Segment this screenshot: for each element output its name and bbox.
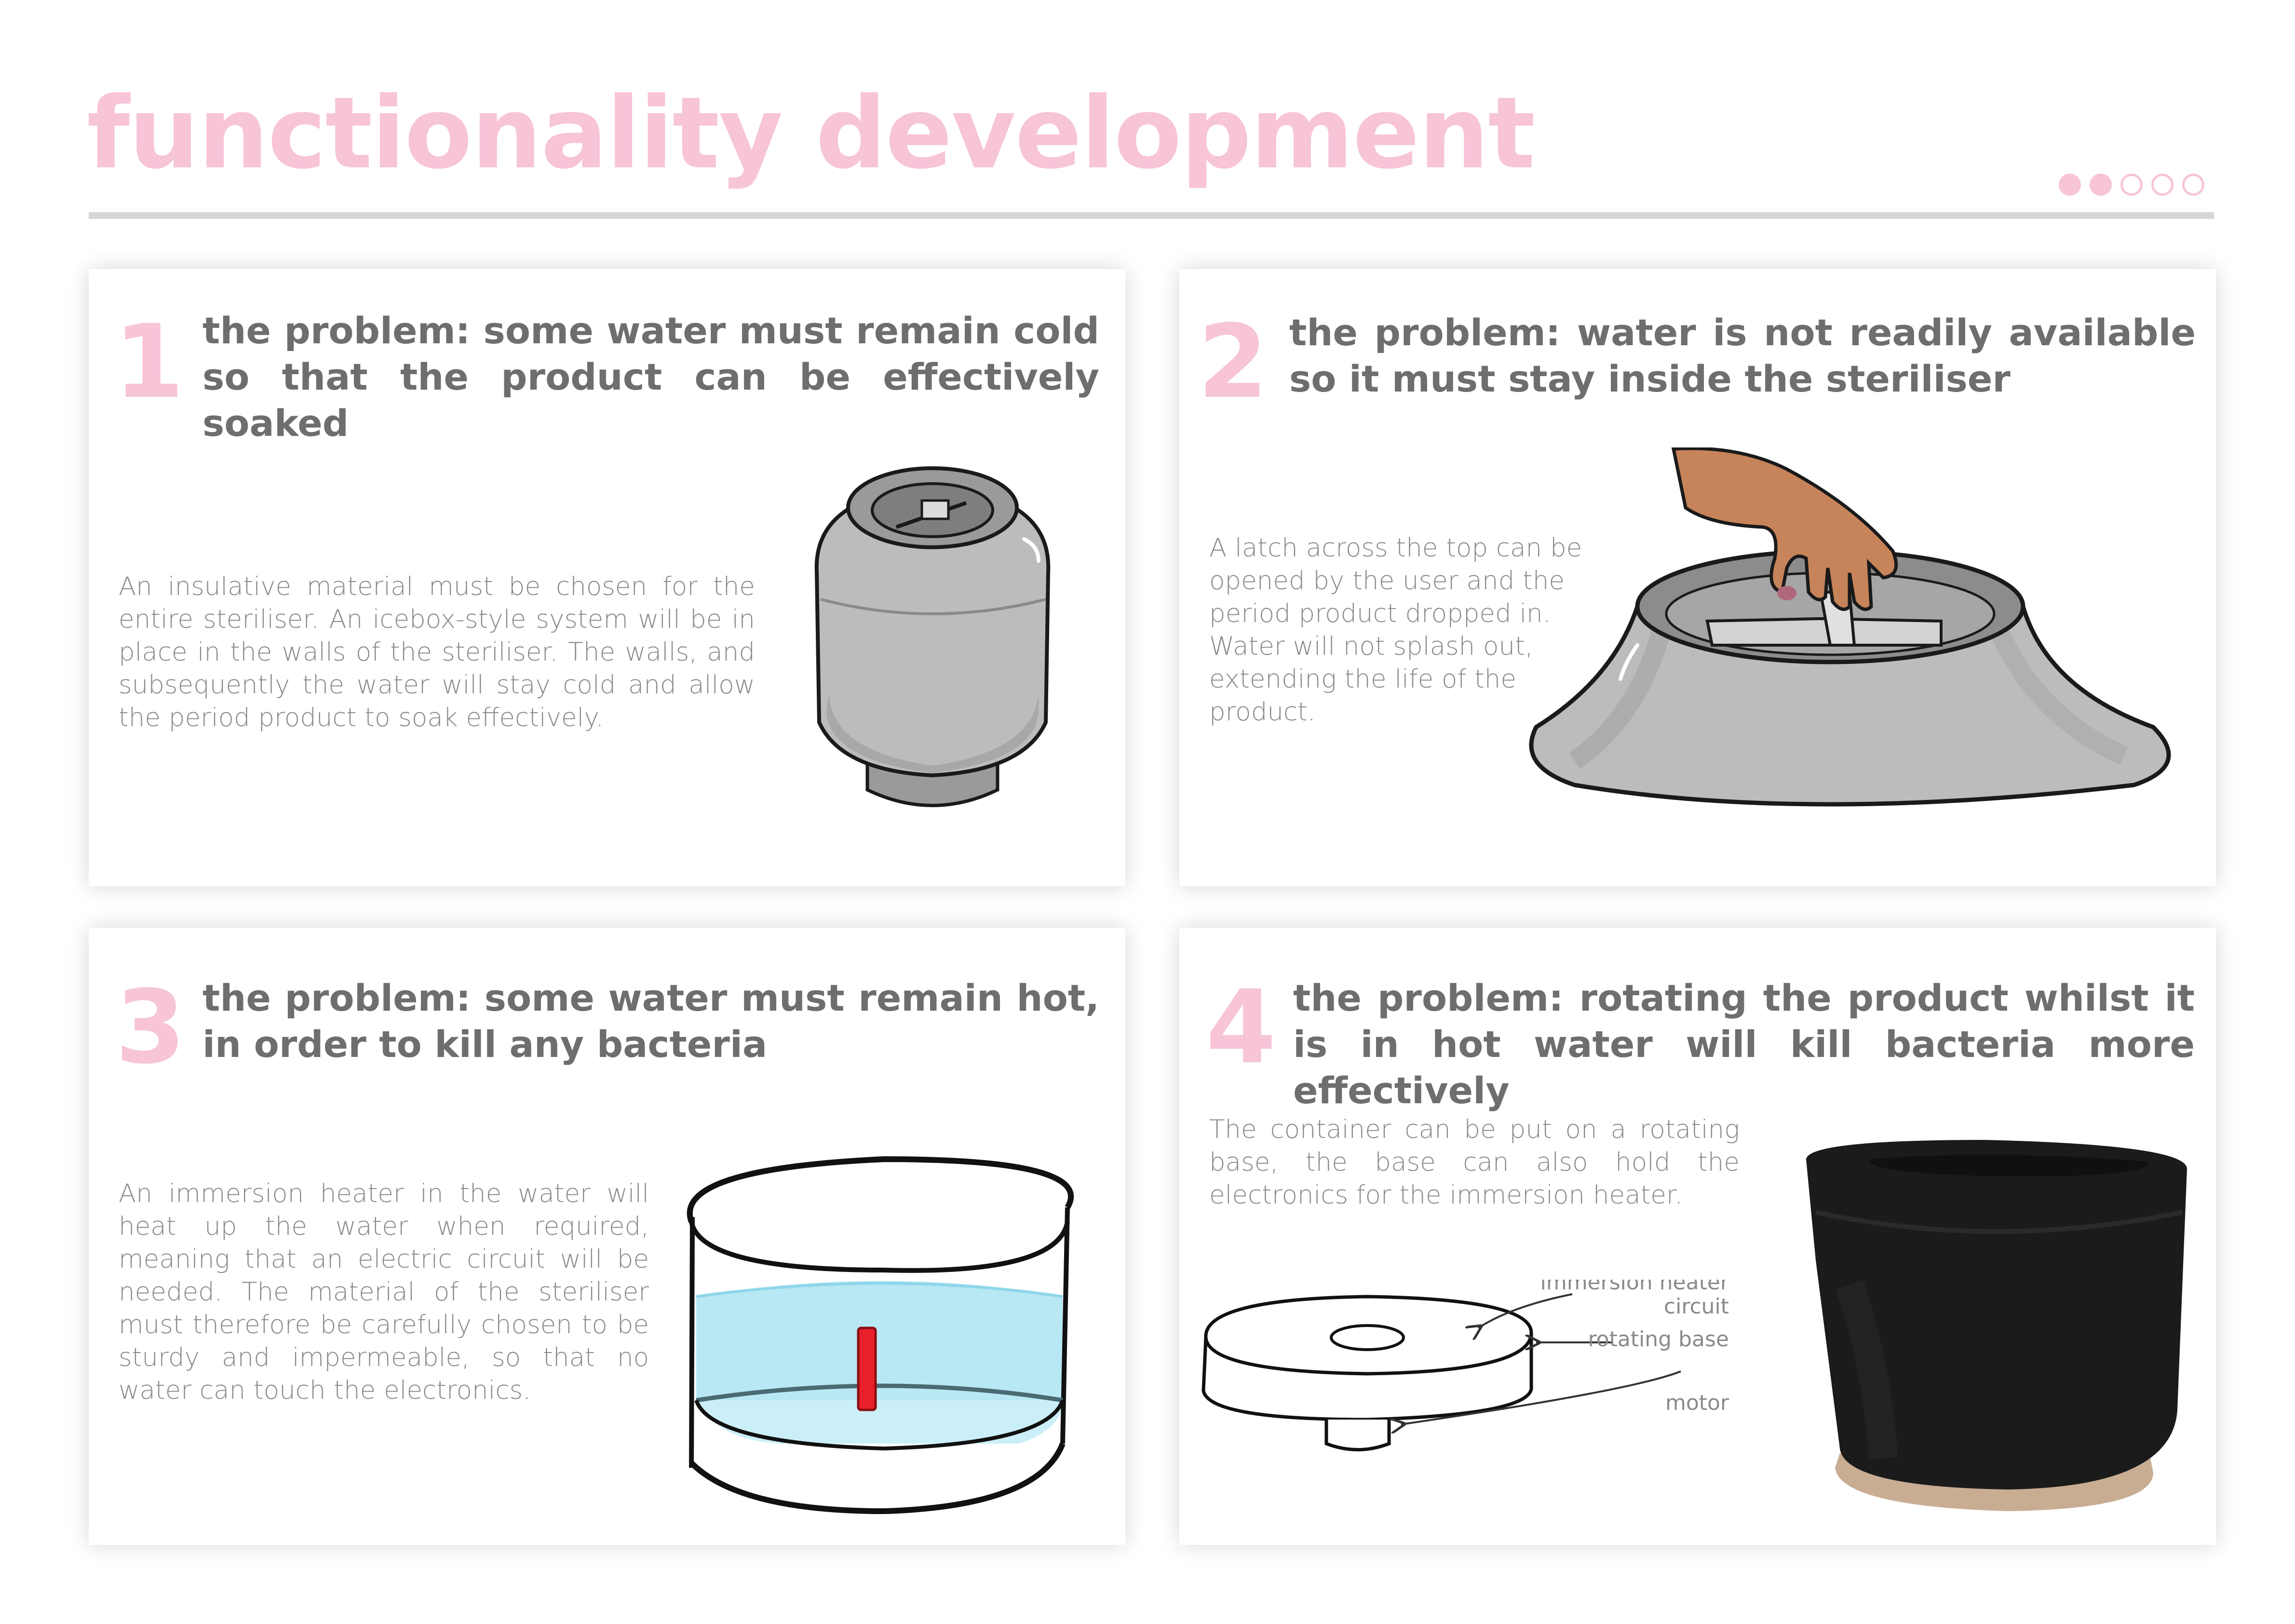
card-heading: the problem: some water must remain cold… — [202, 309, 1099, 445]
card-body: An immersion heater in the water will he… — [119, 1179, 649, 1405]
label-immersion-heater: immersion heater — [1540, 1280, 1729, 1295]
label-circuit: circuit — [1664, 1294, 1729, 1319]
label-motor: motor — [1665, 1391, 1729, 1415]
page-title: functionality development — [87, 76, 1535, 191]
page-dot-empty — [2120, 174, 2143, 196]
page-dot-filled — [2059, 174, 2081, 196]
card-water-containment: 2 the problem: water is not readily avai… — [1179, 269, 2216, 886]
card-number: 3 — [115, 968, 186, 1086]
card-cold-water: 1 the problem: some water must remain co… — [89, 269, 1125, 886]
card-body: A latch across the top can be opened by … — [1209, 533, 1582, 727]
page-dot-empty — [2182, 174, 2204, 196]
card-heading: the problem: water is not readily availa… — [1289, 311, 2196, 400]
steriliser-latch-illustration — [1529, 447, 2171, 807]
foam-container-photo — [1806, 1140, 2187, 1511]
card-number: 1 — [114, 303, 185, 421]
immersion-heater-illustration — [687, 1156, 1074, 1515]
title-divider — [89, 212, 2214, 219]
card-body: An insulative material must be chosen fo… — [119, 572, 755, 732]
insulated-container-illustration — [814, 466, 1051, 807]
page-indicator — [2059, 174, 2204, 196]
card-body: The container can be put on a rotating b… — [1209, 1115, 1740, 1210]
card-number: 2 — [1198, 303, 1269, 421]
card-rotation: 4 the problem: rotating the product whil… — [1179, 928, 2216, 1545]
card-hot-water: 3 the problem: some water must remain ho… — [89, 928, 1125, 1545]
rotating-base-diagram: immersion heater circuit rotating base m… — [1202, 1280, 1729, 1451]
label-rotating-base: rotating base — [1588, 1327, 1729, 1352]
card-number: 4 — [1206, 968, 1277, 1086]
page-dot-empty — [2151, 174, 2174, 196]
card-heading: the problem: some water must remain hot,… — [202, 976, 1099, 1066]
card-heading: the problem: rotating the product whilst… — [1293, 976, 2195, 1112]
page-dot-filled — [2090, 174, 2112, 196]
